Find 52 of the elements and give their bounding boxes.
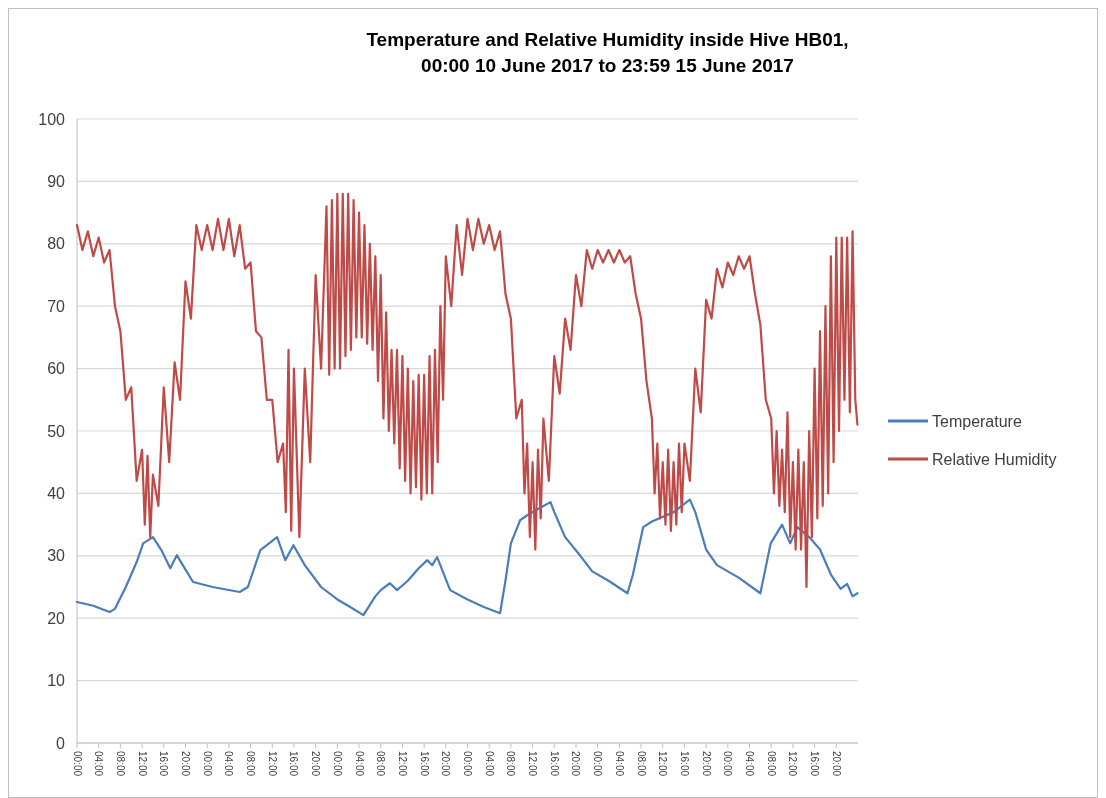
x-tick-label: 20:00 bbox=[440, 751, 452, 777]
x-tick-label: 16:00 bbox=[418, 751, 430, 777]
legend-label: Temperature bbox=[932, 412, 1022, 430]
x-tick-label: 04:00 bbox=[483, 751, 495, 777]
x-tick-label: 00:00 bbox=[462, 751, 473, 777]
y-tick-label: 50 bbox=[47, 422, 66, 440]
y-tick-label: 10 bbox=[47, 672, 66, 690]
y-tick-label: 90 bbox=[47, 173, 66, 190]
x-tick-label: 12:00 bbox=[787, 751, 799, 777]
x-tick-label: 08:00 bbox=[635, 751, 647, 777]
x-tick-label: 04:00 bbox=[93, 751, 105, 777]
x-tick-label: 04:00 bbox=[613, 751, 625, 777]
x-tick-label: 16:00 bbox=[158, 751, 170, 777]
x-tick-label: 20:00 bbox=[700, 751, 712, 777]
x-tick-label: 12:00 bbox=[527, 751, 539, 777]
x-tick-label: 08:00 bbox=[505, 751, 517, 777]
x-tick-label: 08:00 bbox=[114, 751, 126, 777]
y-tick-label: 80 bbox=[47, 235, 66, 253]
x-tick-label: 16:00 bbox=[809, 751, 821, 777]
x-tick-label: 12:00 bbox=[657, 751, 669, 777]
x-tick-label: 20:00 bbox=[179, 751, 191, 777]
x-tick-label: 00:00 bbox=[201, 751, 213, 777]
x-tick-label: 00:00 bbox=[592, 751, 604, 777]
x-tick-label: 16:00 bbox=[288, 751, 300, 777]
x-tick-label: 00:00 bbox=[331, 751, 343, 777]
y-tick-label: 0 bbox=[56, 734, 66, 752]
line-series bbox=[75, 192, 859, 589]
x-tick-label: 12:00 bbox=[266, 751, 278, 777]
x-tick-label: 20:00 bbox=[310, 751, 322, 777]
x-tick-label: 00:00 bbox=[71, 751, 83, 777]
x-tick-label: 04:00 bbox=[223, 751, 235, 777]
x-tick-label: 12:00 bbox=[396, 751, 408, 777]
x-tick-label: 04:00 bbox=[744, 751, 756, 777]
x-tick-label: 00:00 bbox=[722, 751, 734, 777]
x-tick-label: 12:00 bbox=[136, 751, 148, 777]
x-tick-label: 16:00 bbox=[678, 751, 690, 777]
x-tick-label: 20:00 bbox=[830, 751, 842, 777]
y-tick-label: 20 bbox=[47, 609, 66, 627]
y-tick-label: 70 bbox=[47, 297, 66, 315]
x-tick-label: 04:00 bbox=[353, 751, 365, 777]
line-series bbox=[75, 498, 859, 617]
chart-title: Temperature and Relative Humidity inside Hive HB01, 00:00 10 June 2017 to 23:59 15 June 2017 bbox=[366, 29, 849, 76]
x-tick-label: 20:00 bbox=[570, 751, 582, 777]
x-tick-label: 08:00 bbox=[765, 751, 777, 777]
legend-label: Relative Humidity bbox=[932, 450, 1057, 468]
y-tick-label: 30 bbox=[47, 547, 66, 565]
x-tick-label: 16:00 bbox=[548, 751, 560, 777]
y-tick-label: 100 bbox=[38, 110, 66, 128]
x-tick-label: 08:00 bbox=[375, 751, 387, 777]
y-tick-label: 60 bbox=[47, 360, 66, 378]
y-tick-label: 40 bbox=[47, 485, 66, 502]
x-tick-label: 08:00 bbox=[245, 751, 257, 777]
